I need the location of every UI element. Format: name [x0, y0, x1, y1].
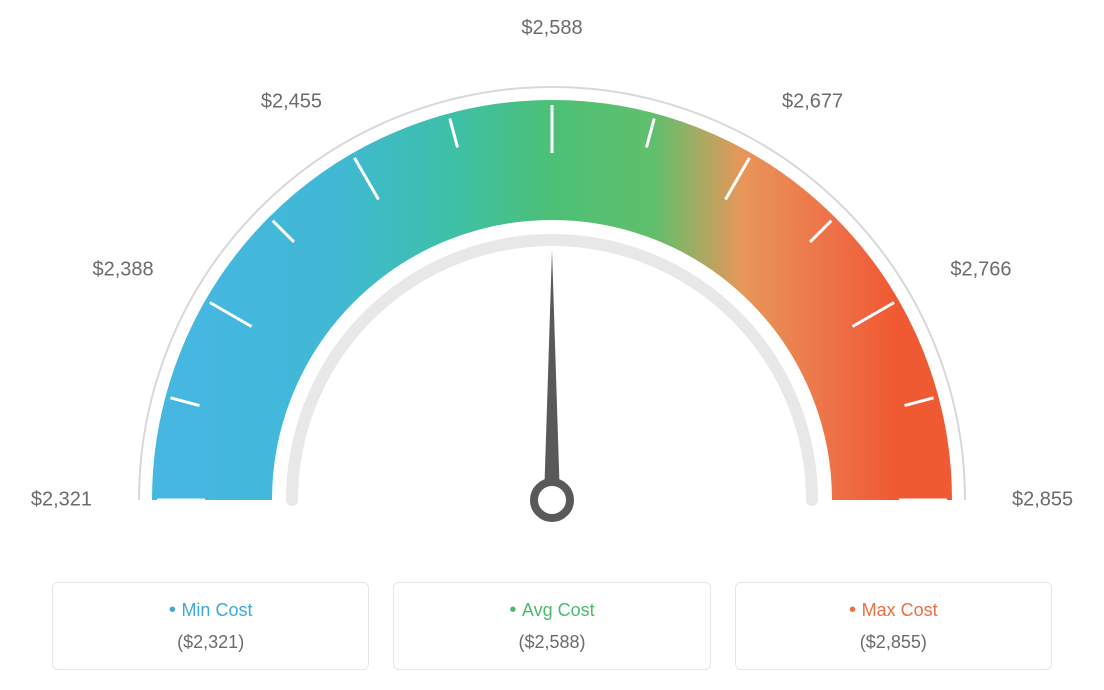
gauge-tick-label: $2,388 [92, 259, 153, 282]
gauge-tick-label: $2,588 [521, 17, 582, 40]
legend-card-min: Min Cost ($2,321) [52, 582, 369, 670]
legend-title-avg: Avg Cost [406, 599, 697, 622]
legend-card-avg: Avg Cost ($2,588) [393, 582, 710, 670]
gauge-tick-label: $2,321 [31, 489, 92, 512]
gauge-svg [52, 20, 1052, 540]
legend-value-min: ($2,321) [65, 632, 356, 653]
gauge-tick-label: $2,677 [782, 90, 843, 113]
legend-row: Min Cost ($2,321) Avg Cost ($2,588) Max … [52, 582, 1052, 670]
gauge-tick-label: $2,855 [1012, 489, 1073, 512]
gauge-tick-label: $2,455 [261, 90, 322, 113]
gauge-area: $2,321$2,388$2,455$2,588$2,677$2,766$2,8… [52, 20, 1052, 540]
legend-value-avg: ($2,588) [406, 632, 697, 653]
legend-title-max: Max Cost [748, 599, 1039, 622]
chart-container: $2,321 $2,388 $2,455 $2,588 $2,677 $2,766 $2,8… [0, 0, 1104, 690]
legend-card-max: Max Cost ($2,855) [735, 582, 1052, 670]
legend-value-max: ($2,855) [748, 632, 1039, 653]
gauge-tick-label: $2,766 [950, 259, 1011, 282]
legend-title-min: Min Cost [65, 599, 356, 622]
